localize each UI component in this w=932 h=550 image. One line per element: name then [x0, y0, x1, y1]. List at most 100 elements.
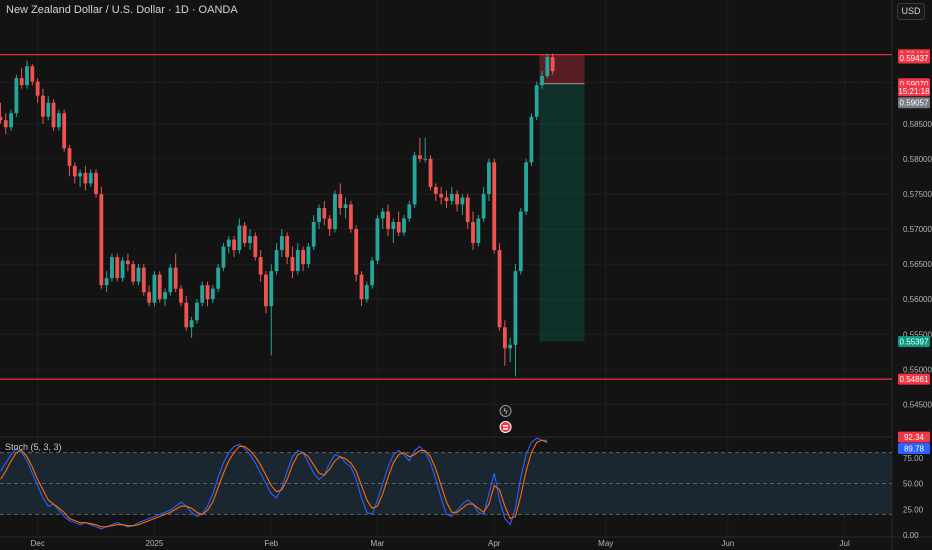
candle-body	[78, 172, 83, 177]
price-tag-bg	[898, 97, 930, 109]
candle-body	[513, 271, 518, 345]
candle-body	[433, 186, 438, 194]
candle-body	[295, 250, 300, 272]
short-position-tool[interactable]	[0, 54, 892, 342]
candle-body	[99, 193, 104, 286]
candle-body	[481, 193, 486, 219]
candle-body	[3, 120, 8, 128]
price-tick-label: 0.55000	[903, 365, 932, 374]
take-profit-zone	[539, 83, 585, 342]
price-tick-label: 0.58500	[903, 120, 932, 129]
price-tick-label: 0.57500	[903, 190, 932, 199]
candle-body	[210, 288, 215, 300]
candle-body	[168, 267, 173, 293]
candle-body	[232, 239, 236, 251]
candle-body	[56, 113, 61, 128]
candle-body	[386, 211, 390, 230]
earnings-flag-icon-mark	[503, 428, 509, 430]
candle-body	[455, 193, 459, 205]
candle-body	[94, 172, 98, 194]
candle-body	[370, 260, 375, 286]
candle-body	[375, 218, 380, 261]
candle-body	[141, 267, 146, 293]
candle-body	[120, 260, 125, 279]
price-axis[interactable]: 0.58500 0.58000 0.57500 0.57000 0.56500 0.560…	[903, 120, 932, 410]
time-axis[interactable]: Dec 2025 Feb Mar Apr May Jun Jul	[31, 539, 850, 548]
candle-body	[46, 102, 51, 117]
price-tick-label: 0.57000	[903, 225, 932, 234]
candle-body	[41, 95, 45, 117]
candle-body	[173, 267, 178, 289]
candle-body	[508, 344, 513, 349]
candle-body	[152, 274, 157, 303]
time-tick-label: Apr	[488, 539, 501, 548]
currency-button[interactable]: USD	[897, 3, 925, 20]
candle-body	[407, 204, 412, 219]
candle-body	[19, 78, 24, 86]
stoch-d-tag: 89.78	[904, 444, 925, 453]
candle-body	[327, 218, 332, 230]
stochastic-band	[0, 452, 892, 515]
candle-body	[338, 193, 343, 208]
stochastic-axis: 75.00 50.00 25.00 0.00	[903, 454, 924, 540]
stoch-d-tag-bg	[898, 442, 930, 454]
stoch-k-tag: 92.34	[904, 433, 925, 442]
candle-body	[492, 162, 497, 251]
candle-body	[258, 257, 263, 275]
candle-body	[194, 302, 199, 321]
candle-body	[248, 236, 252, 244]
candle-body	[83, 172, 88, 184]
price-tag: 0.54861	[900, 375, 929, 384]
price-tag-bg	[898, 85, 930, 97]
candle-body	[471, 222, 475, 244]
symbol-title[interactable]: New Zealand Dollar / U.S. Dollar · 1D · …	[6, 4, 238, 16]
time-tick-label: Feb	[264, 539, 278, 548]
candle-body	[322, 207, 327, 219]
event-icons[interactable]: ϟ	[499, 405, 512, 433]
stoch-tick-label: 25.00	[903, 505, 924, 514]
stoch-tick-label: 0.00	[903, 531, 919, 540]
indicator-label[interactable]: Stoch (5, 3, 3)	[5, 442, 62, 452]
candle-body	[253, 236, 258, 258]
candle-body	[269, 271, 274, 307]
candle-body	[364, 285, 369, 300]
candle-body	[25, 66, 29, 86]
candle-body	[147, 292, 152, 303]
candle-body	[157, 274, 162, 300]
candle-body	[423, 158, 428, 160]
stoch-k-line	[0, 437, 548, 530]
candle-body	[264, 274, 268, 307]
candle-body	[242, 225, 247, 244]
candle-body	[115, 257, 120, 279]
candle-body	[72, 165, 77, 177]
candle-body	[216, 267, 221, 289]
candle-body	[184, 302, 189, 328]
candle-body	[163, 292, 167, 300]
candle-body	[125, 260, 130, 265]
candle-body	[524, 162, 529, 212]
stoch-k-tag-bg	[898, 431, 930, 443]
candle-body	[502, 327, 507, 349]
candle-body	[396, 222, 401, 233]
candle-body	[359, 274, 364, 300]
price-tick-label: 0.56500	[903, 260, 932, 269]
lightning-icon-glyph: ϟ	[503, 407, 508, 416]
stoch-tick-label: 75.00	[903, 454, 924, 463]
time-tick-label: Jun	[721, 539, 734, 548]
candle-body	[285, 236, 290, 258]
time-tick-label: Jul	[840, 539, 850, 548]
lightning-icon	[499, 405, 512, 417]
candle-body	[402, 218, 406, 233]
price-tags: 0.594840.594370.5907015:21:180.590570.55…	[898, 49, 930, 454]
candle-body	[518, 211, 523, 272]
candle-body	[9, 113, 13, 128]
price-tick-label: 0.58000	[903, 155, 932, 164]
candle-body	[487, 162, 491, 194]
candle-body	[439, 193, 444, 198]
candle-body	[189, 320, 194, 328]
candle-body	[428, 158, 433, 187]
earnings-flag-icon	[499, 421, 512, 433]
candle-body	[274, 250, 279, 272]
price-tag-bg	[898, 336, 930, 348]
candle-body	[348, 204, 353, 230]
